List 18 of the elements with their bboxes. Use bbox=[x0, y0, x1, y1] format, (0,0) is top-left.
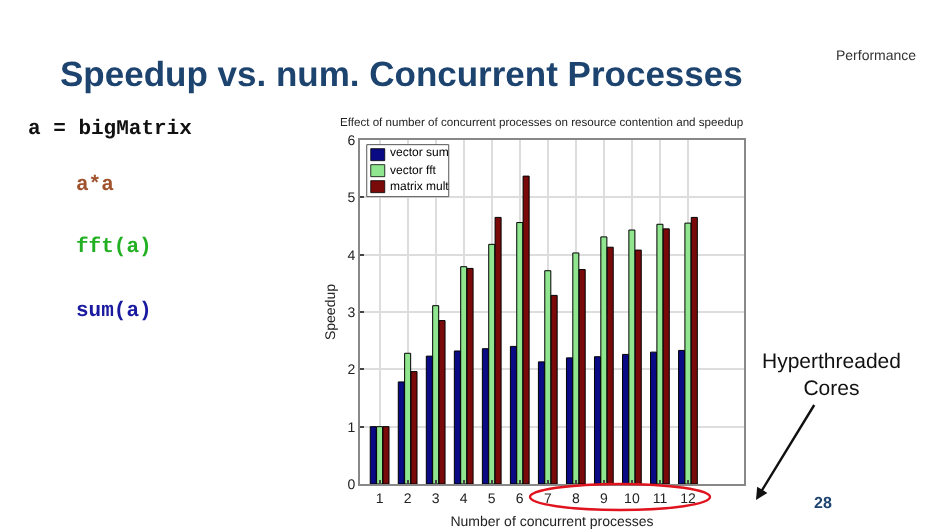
bar bbox=[628, 229, 636, 484]
text: Hyperthreaded Cores bbox=[762, 350, 902, 402]
bar bbox=[522, 175, 530, 484]
text: a = bigMatrix bbox=[28, 118, 194, 142]
text: sum(a) bbox=[76, 300, 152, 324]
text: a*a bbox=[76, 174, 116, 198]
bar bbox=[466, 267, 474, 484]
bar bbox=[600, 236, 608, 484]
bar bbox=[656, 223, 664, 484]
bar bbox=[494, 216, 502, 484]
text: fft(a) bbox=[76, 236, 152, 260]
bar bbox=[572, 252, 580, 484]
bar bbox=[382, 426, 390, 484]
bar bbox=[684, 222, 692, 484]
text: 28 bbox=[814, 494, 833, 512]
bar bbox=[662, 228, 670, 484]
chart-title: Speedup vs. num. Concurrent Processes bbox=[60, 54, 744, 94]
bar bbox=[690, 216, 698, 484]
